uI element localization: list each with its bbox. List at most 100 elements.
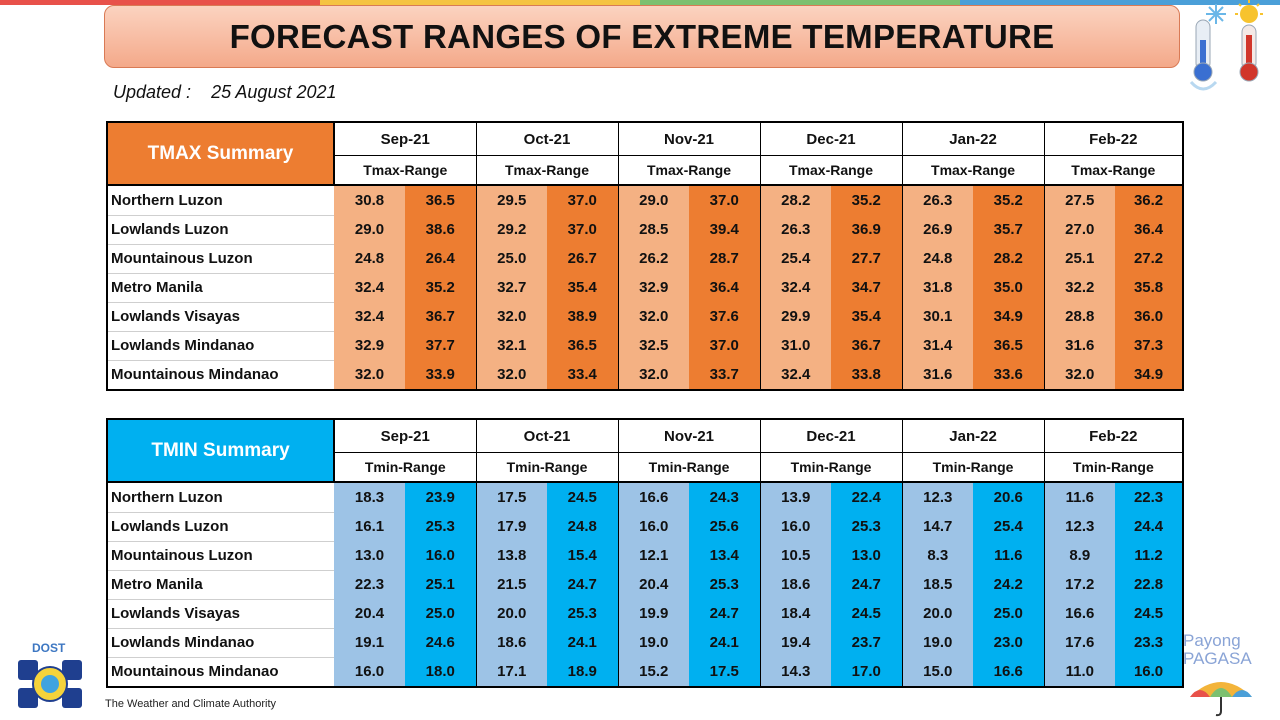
range-max-value: 26.7 [547,244,619,273]
range-min-value: 8.9 [1044,541,1116,570]
range-max-value: 33.4 [547,360,619,391]
tmin-row: Metro Manila 22.3 25.1 21.5 24.7 20.4 25.3 18.6… [106,570,1185,600]
range-min-value: 15.0 [902,657,974,688]
range-max-value: 18.9 [547,657,619,688]
range-min-value: 32.0 [334,360,405,391]
range-max-value: 36.7 [831,331,903,360]
range-max-value: 24.5 [1115,599,1185,628]
tmin-range-header: Tmin-Range [760,452,903,483]
range-max-value: 36.9 [831,215,903,244]
range-max-value: 38.9 [547,302,619,331]
range-max-value: 34.9 [1115,360,1185,391]
range-min-value: 31.6 [1044,331,1116,360]
range-max-value: 23.0 [973,628,1045,657]
range-max-value: 37.0 [547,215,619,244]
range-min-value: 32.4 [760,360,832,391]
range-max-value: 36.7 [405,302,477,331]
range-min-value: 19.0 [902,628,974,657]
tmin-row: Mountainous Mindanao 16.0 18.0 17.1 18.9 15.2… [106,657,1185,688]
range-max-value: 22.8 [1115,570,1185,599]
tmin-row: Northern Luzon 18.3 23.9 17.5 24.5 16.6 24.3 13… [106,482,1185,513]
range-max-value: 36.0 [1115,302,1185,331]
dost-pagasa-logo: DOST [18,641,82,708]
range-max-value: 24.7 [689,599,761,628]
range-max-value: 25.3 [547,599,619,628]
region-name: Mountainous Mindanao [106,360,334,391]
region-name: Lowlands Mindanao [106,331,334,361]
tmax-range-header: Tmax-Range [902,155,1045,186]
range-min-value: 20.0 [476,599,548,628]
range-max-value: 27.2 [1115,244,1185,273]
range-min-value: 25.4 [760,244,832,273]
range-min-value: 13.0 [334,541,405,570]
tmin-range-header: Tmin-Range [476,452,619,483]
range-min-value: 17.1 [476,657,548,688]
tmin-month-header: Nov-21 [618,418,761,453]
range-max-value: 24.7 [831,570,903,599]
range-min-value: 19.9 [618,599,690,628]
range-min-value: 13.8 [476,541,548,570]
range-max-value: 25.4 [973,512,1045,541]
tmax-month-header: Sep-21 [334,121,477,156]
tmin-row: Lowlands Mindanao 19.1 24.6 18.6 24.1 19.0 24.… [106,628,1185,658]
range-max-value: 24.3 [689,482,761,512]
range-max-value: 22.3 [1115,482,1185,512]
tmax-table: TMAX Summary Sep-21 Oct-21 Nov-21 Dec-21… [106,121,1185,391]
range-min-value: 11.0 [1044,657,1116,688]
range-min-value: 20.4 [334,599,405,628]
region-name: Northern Luzon [106,185,334,216]
range-max-value: 28.7 [689,244,761,273]
region-name: Lowlands Mindanao [106,628,334,658]
range-min-value: 31.6 [902,360,974,391]
range-max-value: 24.2 [973,570,1045,599]
range-min-value: 18.5 [902,570,974,599]
thermometer-hot-icon [1239,24,1259,82]
range-min-value: 12.1 [618,541,690,570]
tmax-month-header: Oct-21 [476,121,619,156]
range-max-value: 25.3 [405,512,477,541]
range-max-value: 11.6 [973,541,1045,570]
range-min-value: 28.8 [1044,302,1116,331]
range-max-value: 24.6 [405,628,477,657]
range-min-value: 32.0 [618,302,690,331]
tmax-row: Mountainous Mindanao 32.0 33.9 32.0 33.4 32.0… [106,360,1185,391]
tmax-range-header: Tmax-Range [476,155,619,186]
range-min-value: 20.0 [902,599,974,628]
range-min-value: 10.5 [760,541,832,570]
tmax-row: Mountainous Luzon 24.8 26.4 25.0 26.7 26.2 28.… [106,244,1185,274]
range-min-value: 32.4 [760,273,832,302]
range-max-value: 17.5 [689,657,761,688]
range-max-value: 34.7 [831,273,903,302]
range-max-value: 25.3 [689,570,761,599]
range-min-value: 32.0 [476,302,548,331]
range-max-value: 25.6 [689,512,761,541]
range-min-value: 16.6 [618,482,690,512]
range-max-value: 13.0 [831,541,903,570]
range-max-value: 37.0 [689,331,761,360]
range-max-value: 22.4 [831,482,903,512]
range-min-value: 29.5 [476,185,548,215]
range-min-value: 12.3 [902,482,974,512]
range-max-value: 24.7 [547,570,619,599]
tmin-month-header: Dec-21 [760,418,903,453]
range-max-value: 24.5 [547,482,619,512]
range-max-value: 28.2 [973,244,1045,273]
tmin-row: Lowlands Luzon 16.1 25.3 17.9 24.8 16.0 25.6 16… [106,512,1185,542]
tmax-month-header: Jan-22 [902,121,1045,156]
payong-line2: PAGASA [1183,649,1252,668]
agency-tagline: The Weather and Climate Authority [105,698,276,710]
range-min-value: 16.1 [334,512,405,541]
region-name: Lowlands Visayas [106,599,334,629]
range-max-value: 36.5 [973,331,1045,360]
range-min-value: 17.2 [1044,570,1116,599]
range-max-value: 35.7 [973,215,1045,244]
range-max-value: 13.4 [689,541,761,570]
range-min-value: 26.2 [618,244,690,273]
range-max-value: 24.8 [547,512,619,541]
thermometer-cold-icon [1189,19,1218,91]
range-min-value: 19.0 [618,628,690,657]
tmin-month-header: Oct-21 [476,418,619,453]
range-max-value: 37.6 [689,302,761,331]
sun-icon [1235,0,1263,23]
region-name: Northern Luzon [106,482,334,513]
